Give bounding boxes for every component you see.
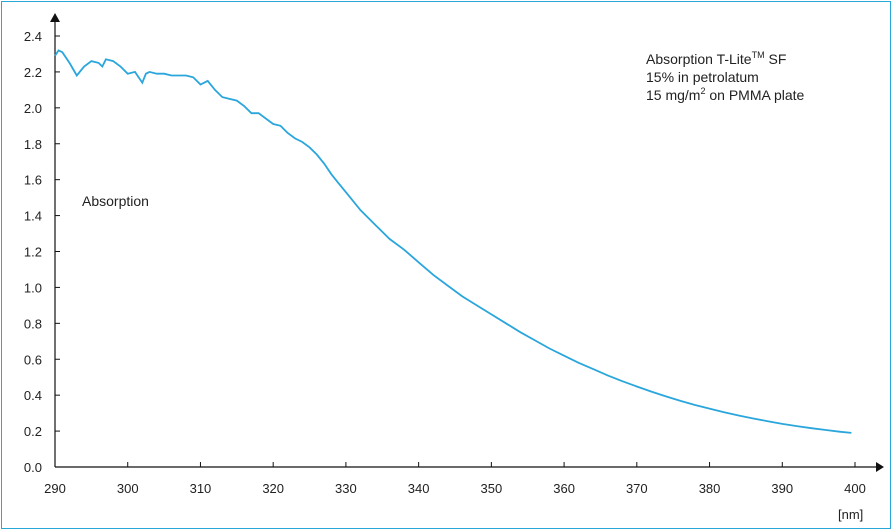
y-tick-label: 0.6 — [24, 352, 42, 367]
x-tick-label: 320 — [262, 481, 284, 496]
x-tick-label: 300 — [117, 481, 139, 496]
legend-line-3: 15 mg/m2 on PMMA plate — [646, 86, 805, 103]
y-series-label: Absorption — [82, 193, 149, 209]
legend-line-3-text: 15 mg/m — [646, 87, 700, 103]
legend-superscript-2: 2 — [700, 86, 705, 96]
y-tick-label: 2.2 — [24, 65, 42, 80]
x-tick-label: 350 — [481, 481, 503, 496]
x-tick-label: 380 — [699, 481, 721, 496]
x-tick-label: 340 — [408, 481, 430, 496]
legend-line-1: Absorption T-LiteTM SF — [646, 50, 786, 67]
y-tick-label: 1.0 — [24, 280, 42, 295]
y-tick-label: 2.0 — [24, 101, 42, 116]
x-tick-label: 370 — [626, 481, 648, 496]
y-tick-label: 0.2 — [24, 424, 42, 439]
y-tick-label: 1.8 — [24, 137, 42, 152]
y-axis-arrow — [50, 13, 60, 22]
y-tick-label: 1.6 — [24, 173, 42, 188]
x-axis-arrow — [876, 462, 884, 472]
x-tick-label: 290 — [44, 481, 66, 496]
x-tick-label: 360 — [553, 481, 575, 496]
y-tick-label: 0.0 — [24, 460, 42, 475]
absorption-series-line — [54, 49, 852, 434]
legend-line-1-suffix: SF — [765, 51, 787, 67]
y-tick-label: 1.2 — [24, 245, 42, 260]
x-tick-label: 390 — [771, 481, 793, 496]
x-tick-label: 310 — [190, 481, 212, 496]
legend-line-2: 15% in petrolatum — [646, 69, 759, 85]
y-tick-label: 2.4 — [24, 29, 42, 44]
x-unit-label: [nm] — [838, 507, 863, 522]
y-tick-label: 1.4 — [24, 209, 42, 224]
legend-line-3-suffix: on PMMA plate — [705, 87, 804, 103]
y-tick-label: 0.4 — [24, 388, 42, 403]
x-tick-label: 400 — [844, 481, 866, 496]
legend-superscript-tm: TM — [752, 50, 765, 60]
x-tick-label: 330 — [335, 481, 357, 496]
legend-line-1-text: Absorption T-Lite — [646, 51, 752, 67]
y-tick-label: 0.8 — [24, 316, 42, 331]
